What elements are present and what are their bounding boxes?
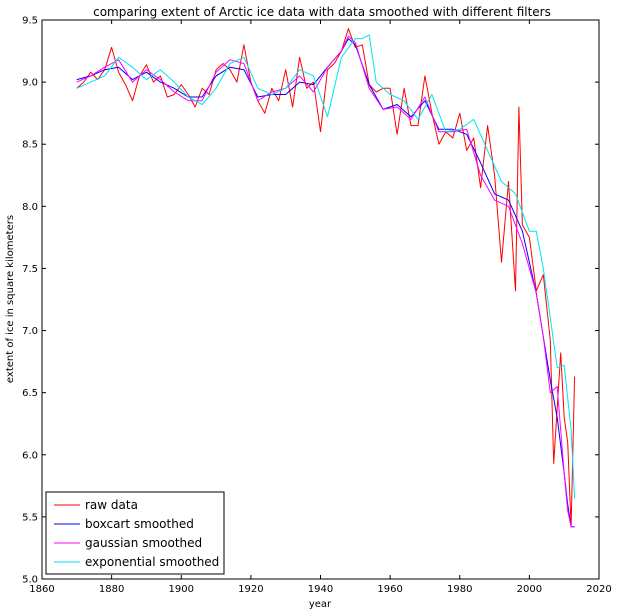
y-tick-label: 6.0	[22, 450, 38, 461]
x-tick-label: 1920	[238, 584, 263, 595]
plot-area	[41, 19, 600, 580]
axis-ticks: 1860 1880 1900 1920 1940 1960 1980 2000 2020 5.0 5…	[22, 16, 612, 596]
series-line-gaussian-smoothed	[76, 35, 575, 528]
series-line-exponential-smoothed	[76, 34, 576, 499]
y-tick-label: 7.0	[22, 326, 38, 337]
x-tick-label: 1940	[308, 584, 333, 595]
legend-box	[45, 491, 225, 575]
x-axis-label: year	[309, 599, 332, 610]
series-layer	[76, 28, 576, 528]
y-tick-label: 9.0	[22, 78, 38, 89]
chart-title: comparing extent of Arctic ice data with…	[93, 5, 551, 19]
series-line-raw-data	[76, 28, 576, 528]
y-tick-label: 5.0	[22, 575, 38, 586]
y-tick-label: 8.5	[22, 140, 38, 151]
legend-label: raw data	[85, 498, 138, 512]
plot-frame	[41, 19, 600, 580]
legend: raw data boxcart smoothed gaussian smoothe…	[45, 491, 225, 575]
x-tick-label: 1900	[169, 584, 194, 595]
x-tick-label: 2020	[586, 584, 611, 595]
y-tick-label: 6.5	[22, 388, 38, 399]
y-tick-label: 5.5	[22, 512, 38, 523]
x-tick-label: 1880	[99, 584, 124, 595]
x-tick-label: 2000	[517, 584, 542, 595]
x-tick-label: 1960	[377, 584, 402, 595]
y-axis-label: extent of ice in square kilometers	[5, 215, 16, 383]
y-tick-label: 8.0	[22, 202, 38, 213]
legend-label: gaussian smoothed	[85, 536, 202, 550]
x-tick-label: 1860	[29, 584, 54, 595]
legend-label: boxcart smoothed	[85, 517, 194, 531]
y-tick-label: 7.5	[22, 264, 38, 275]
legend-label: exponential smoothed	[85, 555, 219, 569]
x-tick-label: 1980	[447, 584, 472, 595]
y-tick-label: 9.5	[22, 16, 38, 27]
